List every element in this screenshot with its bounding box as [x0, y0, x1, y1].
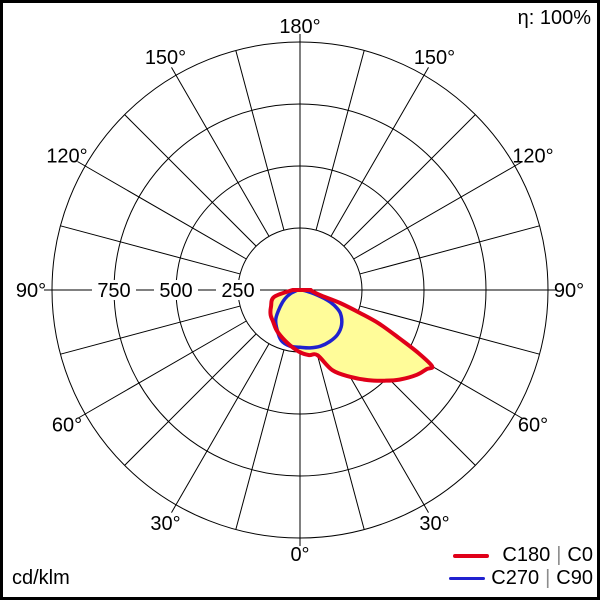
grid-spoke-285 [60, 305, 241, 355]
grid-spoke-255 [60, 225, 241, 275]
grid-spoke-315 [124, 333, 257, 466]
grid-spoke-120 [353, 165, 516, 260]
legend-item-c270-c90: C270 | C90 [449, 567, 593, 590]
angle-label-180-right: 180° [279, 16, 320, 38]
angle-label-150-right: 150° [414, 47, 455, 69]
grid-spoke-135 [343, 114, 476, 247]
angle-label-120-left: 120° [46, 146, 87, 168]
legend-label-right: C90 [556, 567, 593, 589]
grid-spoke-300 [84, 320, 247, 415]
angle-label-150-left: 150° [145, 47, 186, 69]
legend-label-right: C0 [567, 544, 593, 566]
distribution-fill-c270-c90 [275, 290, 342, 348]
grid-spoke-330 [175, 343, 270, 506]
legend-label-left: C270 [491, 567, 540, 589]
legend-label-c270-c90: C270 | C90 [491, 567, 593, 590]
radial-label-bg-250 [216, 280, 260, 300]
grid-spoke-225 [124, 114, 257, 247]
radial-value-label-250: 250 [221, 280, 254, 302]
radial-label-bg-750 [92, 280, 136, 300]
legend-label-left: C180 [502, 544, 551, 566]
legend-label-c180-c0: C180 | C0 [502, 544, 593, 567]
grid-spoke-195 [235, 50, 285, 231]
grid-spoke-165 [315, 50, 365, 231]
angle-label-30-right: 30° [419, 513, 449, 535]
angle-tick-210 [171, 67, 177, 76]
grid-spoke-150 [330, 74, 425, 237]
angle-label-90-right: 90° [554, 280, 584, 302]
angle-label-90-left: 90° [16, 280, 46, 302]
efficiency-label: η: 100% [517, 7, 591, 29]
grid-spoke-105 [359, 225, 540, 275]
legend-item-c180-c0: C180 | C0 [453, 544, 593, 567]
angle-label-120-right: 120° [512, 146, 553, 168]
legend-label-separator: | [545, 567, 551, 589]
angle-label-60-right: 60° [518, 415, 548, 437]
angle-label-30-left: 30° [150, 513, 180, 535]
grid-spoke-75 [359, 305, 540, 355]
angle-tick-240 [77, 161, 86, 167]
grid-spoke-15 [315, 349, 365, 530]
angle-tick-300 [77, 413, 86, 419]
angle-tick-330 [171, 504, 177, 513]
curve-c180-c0 [268, 288, 435, 383]
legend-swatch-red-line [453, 553, 490, 558]
radial-label-bg-500 [154, 280, 198, 300]
angle-tick-30 [423, 504, 429, 513]
grid-spoke-210 [175, 74, 270, 237]
grid-spoke-345 [235, 349, 285, 530]
angle-label-60-left: 60° [52, 415, 82, 437]
legend: C180 | C0 C270 | C90 [449, 544, 593, 590]
angle-tick-120 [514, 161, 523, 167]
radial-value-label-750: 750 [97, 280, 130, 302]
legend-swatch-blue-line [449, 577, 486, 580]
grid-spoke-240 [84, 165, 247, 260]
angle-label-0-right: 0° [290, 544, 309, 566]
unit-label: cd/klm [12, 567, 70, 589]
legend-label-separator: | [556, 544, 562, 566]
angle-tick-150 [423, 67, 429, 76]
angle-tick-60 [514, 413, 523, 419]
radial-value-label-500: 500 [159, 280, 192, 302]
